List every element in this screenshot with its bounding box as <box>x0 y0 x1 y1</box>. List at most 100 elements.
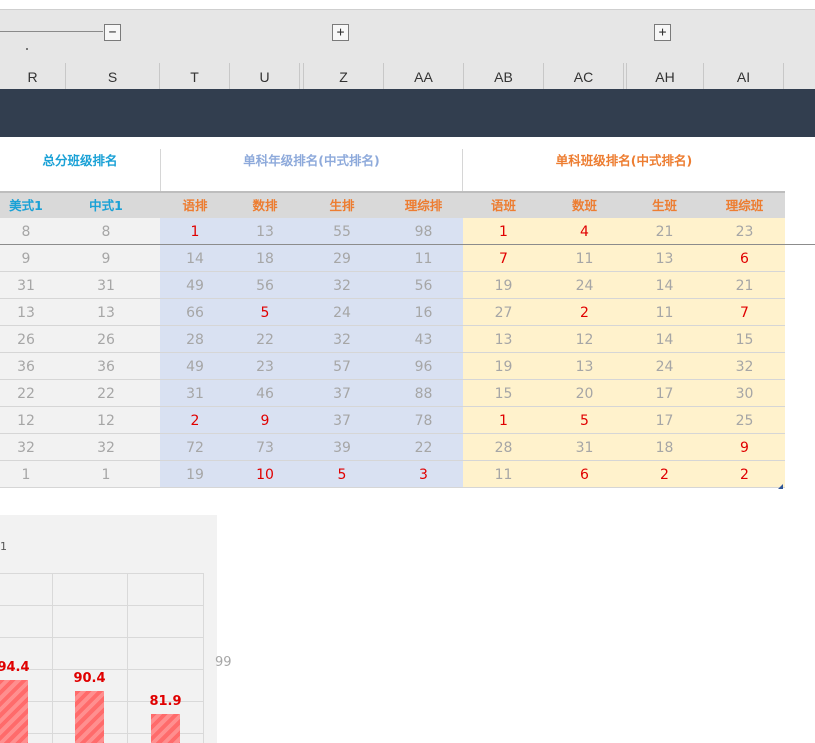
table-cell[interactable]: 23 <box>704 218 785 245</box>
table-cell[interactable]: 13 <box>52 299 160 326</box>
table-cell[interactable]: 18 <box>230 245 300 272</box>
table-cell[interactable]: 31 <box>52 272 160 299</box>
table-cell[interactable]: 6 <box>544 461 625 488</box>
column-header-ah[interactable]: AH <box>626 63 704 89</box>
table-cell[interactable]: 22 <box>384 434 463 461</box>
table-cell[interactable]: 13 <box>625 245 704 272</box>
table-cell[interactable]: 9 <box>52 245 160 272</box>
collapse-group-button[interactable]: − <box>104 24 121 41</box>
table-cell[interactable]: 24 <box>300 299 384 326</box>
table-cell[interactable]: 9 <box>704 434 785 461</box>
table-cell[interactable]: 14 <box>160 245 230 272</box>
column-header-aa[interactable]: AA <box>384 63 464 89</box>
table-cell[interactable]: 19 <box>463 272 544 299</box>
table-cell[interactable]: 2 <box>544 299 625 326</box>
table-cell[interactable]: 1 <box>160 218 230 245</box>
header-cell-2[interactable]: 中式1 <box>89 198 123 213</box>
table-cell[interactable]: 5 <box>544 407 625 434</box>
table-cell[interactable]: 3 <box>384 461 463 488</box>
column-header-ai[interactable]: AI <box>704 63 784 89</box>
table-cell[interactable]: 73 <box>230 434 300 461</box>
table-cell[interactable]: 19 <box>463 353 544 380</box>
table-cell[interactable]: 9 <box>0 245 52 272</box>
table-cell[interactable]: 8 <box>52 218 160 245</box>
table-cell[interactable]: 11 <box>384 245 463 272</box>
table-cell[interactable]: 14 <box>625 272 704 299</box>
header-cell-8[interactable]: 数班 <box>571 198 597 213</box>
chart-bar[interactable] <box>75 690 104 743</box>
table-cell[interactable]: 28 <box>463 434 544 461</box>
table-cell[interactable]: 8 <box>0 218 52 245</box>
column-header-ac[interactable]: AC <box>544 63 624 89</box>
table-cell[interactable]: 55 <box>300 218 384 245</box>
expand-group-button-2[interactable]: + <box>654 24 671 41</box>
table-cell[interactable]: 25 <box>704 407 785 434</box>
table-cell[interactable]: 13 <box>463 326 544 353</box>
table-cell[interactable]: 5 <box>230 299 300 326</box>
bar-chart[interactable]: 1 94.4 90.4 81.9 <box>0 515 217 743</box>
table-cell[interactable]: 36 <box>52 353 160 380</box>
table-cell[interactable]: 24 <box>544 272 625 299</box>
table-cell[interactable]: 32 <box>0 434 52 461</box>
table-cell[interactable]: 37 <box>300 380 384 407</box>
table-cell[interactable]: 11 <box>544 245 625 272</box>
table-cell[interactable]: 1 <box>52 461 160 488</box>
table-cell[interactable]: 29 <box>300 245 384 272</box>
column-header-t[interactable]: T <box>160 63 230 89</box>
table-resize-handle[interactable] <box>778 484 783 489</box>
header-cell-10[interactable]: 理综班 <box>725 198 764 213</box>
table-cell[interactable]: 11 <box>463 461 544 488</box>
header-cell-1[interactable]: 美式1 <box>9 198 43 213</box>
table-cell[interactable]: 22 <box>0 380 52 407</box>
column-header-ab[interactable]: AB <box>464 63 544 89</box>
table-cell[interactable]: 22 <box>52 380 160 407</box>
table-cell[interactable]: 32 <box>300 326 384 353</box>
header-cell-5[interactable]: 生排 <box>329 198 355 213</box>
table-cell[interactable]: 2 <box>704 461 785 488</box>
table-cell[interactable]: 21 <box>625 218 704 245</box>
table-cell[interactable]: 18 <box>625 434 704 461</box>
table-cell[interactable]: 17 <box>625 407 704 434</box>
table-cell[interactable]: 56 <box>384 272 463 299</box>
table-cell[interactable]: 12 <box>52 407 160 434</box>
column-header-u[interactable]: U <box>230 63 300 89</box>
table-cell[interactable]: 72 <box>160 434 230 461</box>
chart-bar[interactable] <box>151 713 180 743</box>
table-cell[interactable]: 10 <box>230 461 300 488</box>
table-cell[interactable]: 2 <box>625 461 704 488</box>
table-cell[interactable]: 12 <box>544 326 625 353</box>
table-cell[interactable]: 26 <box>52 326 160 353</box>
table-cell[interactable]: 14 <box>625 326 704 353</box>
header-cell-9[interactable]: 生班 <box>651 198 677 213</box>
table-cell[interactable]: 22 <box>230 326 300 353</box>
table-cell[interactable]: 9 <box>230 407 300 434</box>
table-cell[interactable]: 13 <box>0 299 52 326</box>
table-cell[interactable]: 46 <box>230 380 300 407</box>
header-cell-7[interactable]: 语班 <box>490 198 516 213</box>
header-cell-4[interactable]: 数排 <box>252 198 278 213</box>
table-cell[interactable]: 5 <box>300 461 384 488</box>
table-cell[interactable]: 49 <box>160 353 230 380</box>
table-cell[interactable]: 19 <box>160 461 230 488</box>
header-cell-6[interactable]: 理综排 <box>404 198 443 213</box>
table-cell[interactable]: 11 <box>625 299 704 326</box>
table-cell[interactable]: 2 <box>160 407 230 434</box>
table-cell[interactable]: 98 <box>384 218 463 245</box>
table-cell[interactable]: 88 <box>384 380 463 407</box>
table-cell[interactable]: 15 <box>704 326 785 353</box>
table-cell[interactable]: 1 <box>463 218 544 245</box>
table-cell[interactable]: 32 <box>704 353 785 380</box>
table-cell[interactable]: 20 <box>544 380 625 407</box>
table-cell[interactable]: 6 <box>704 245 785 272</box>
table-cell[interactable]: 32 <box>52 434 160 461</box>
table-cell[interactable]: 66 <box>160 299 230 326</box>
table-cell[interactable]: 39 <box>300 434 384 461</box>
table-cell[interactable]: 30 <box>704 380 785 407</box>
column-header-z[interactable]: Z <box>303 63 384 89</box>
table-cell[interactable]: 17 <box>625 380 704 407</box>
table-cell[interactable]: 36 <box>0 353 52 380</box>
header-cell-3[interactable]: 语排 <box>182 198 208 213</box>
table-cell[interactable]: 4 <box>544 218 625 245</box>
table-cell[interactable]: 21 <box>704 272 785 299</box>
table-cell[interactable]: 43 <box>384 326 463 353</box>
